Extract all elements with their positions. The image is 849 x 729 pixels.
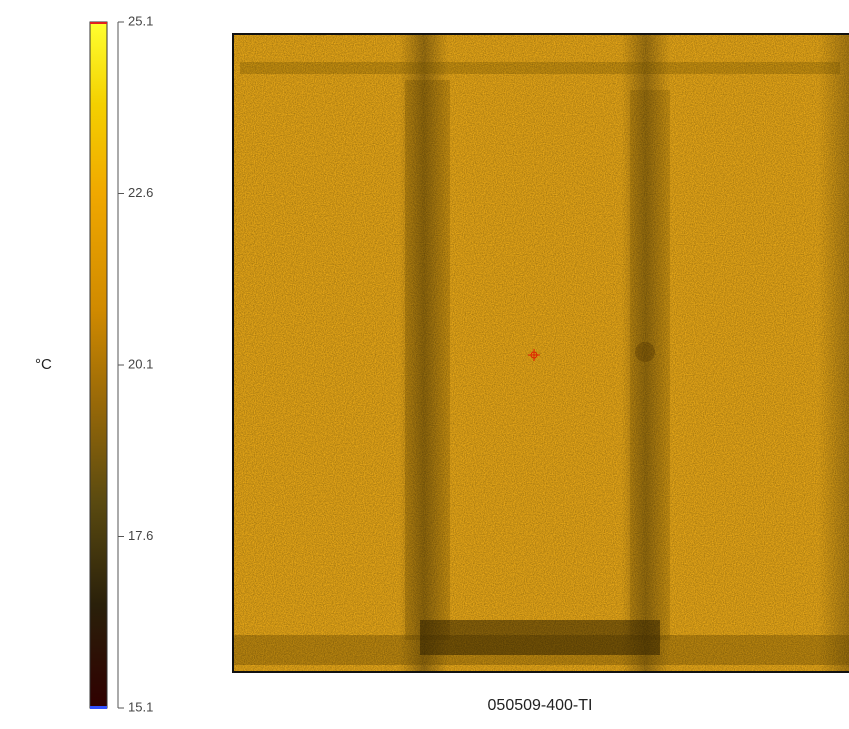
colorbar-over xyxy=(90,22,107,24)
thermal-image xyxy=(233,34,849,671)
tick-label: 20.1 xyxy=(128,356,153,371)
tick-label: 15.1 xyxy=(128,699,153,714)
image-caption: 050509-400-TI xyxy=(488,697,593,714)
unit-label: °C xyxy=(35,356,52,373)
colorbar-under xyxy=(90,706,107,709)
colorbar-ticks: 25.1 22.6 20.1 17.6 15.1 xyxy=(118,13,153,714)
tick-label: 25.1 xyxy=(128,13,153,28)
colorbar xyxy=(89,21,108,709)
image-frame xyxy=(232,33,849,673)
tick-label: 22.6 xyxy=(128,185,153,200)
tick-label: 17.6 xyxy=(128,528,153,543)
crosshair xyxy=(528,349,540,361)
